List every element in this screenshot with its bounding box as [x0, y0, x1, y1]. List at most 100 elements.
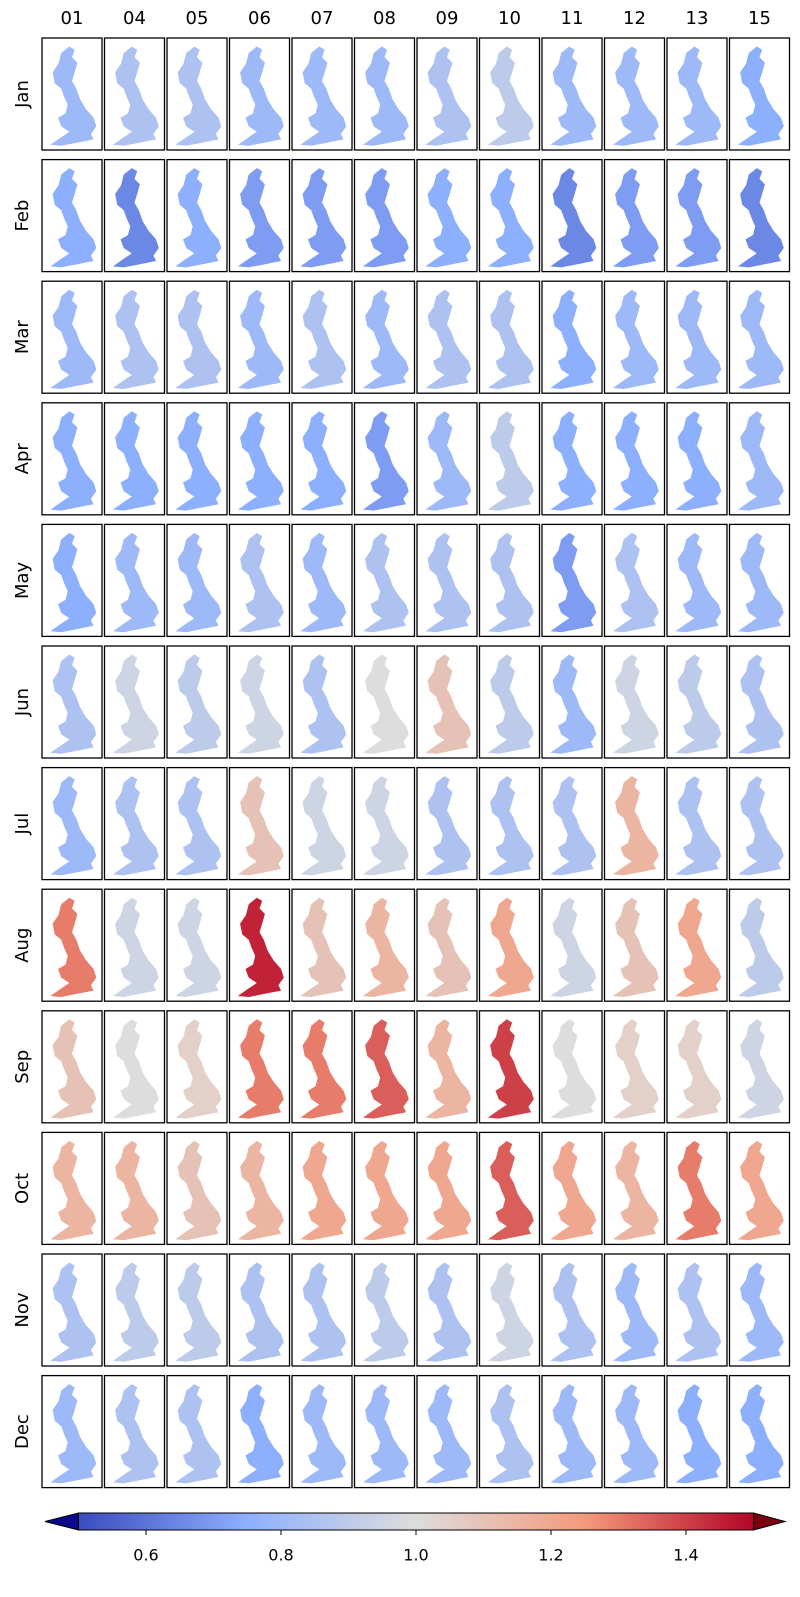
region-map	[362, 1262, 409, 1362]
region-map	[737, 1019, 784, 1119]
row-label: Aug	[12, 928, 33, 963]
region-map	[737, 1262, 784, 1362]
region-map	[175, 46, 222, 146]
region-map	[612, 1019, 659, 1119]
region-map	[175, 1140, 222, 1241]
region-map	[112, 1019, 159, 1119]
region-map	[737, 897, 784, 997]
row-label: Jan	[12, 80, 33, 109]
column-label: 11	[561, 8, 584, 29]
region-map	[487, 532, 534, 633]
colorbar-tick-label: 0.6	[133, 1546, 158, 1565]
region-map	[550, 1384, 597, 1484]
region-map	[612, 776, 659, 876]
region-map	[362, 776, 409, 876]
region-map	[737, 1384, 784, 1484]
region-map	[425, 289, 472, 389]
region-map	[300, 1140, 347, 1241]
region-map	[237, 1262, 284, 1362]
region-map	[362, 411, 409, 511]
region-map	[237, 168, 284, 268]
row-label: Mar	[12, 320, 33, 355]
region-map	[50, 1384, 97, 1484]
region-map	[50, 1140, 97, 1241]
region-map	[675, 46, 722, 146]
region-map	[50, 289, 97, 389]
row-label: Feb	[12, 200, 33, 232]
region-map	[612, 289, 659, 389]
region-map	[487, 1140, 534, 1241]
region-map	[612, 168, 659, 268]
region-map	[612, 897, 659, 997]
region-map	[425, 776, 472, 876]
region-map	[550, 168, 597, 268]
region-map	[175, 289, 222, 389]
region-map	[50, 168, 97, 268]
region-map	[487, 411, 534, 511]
column-label: 06	[248, 8, 271, 29]
region-map	[362, 532, 409, 633]
region-map	[300, 411, 347, 511]
region-map	[550, 897, 597, 997]
region-map	[237, 1384, 284, 1484]
region-map	[112, 1384, 159, 1484]
colorbar: 0.6 0.8 1.0 1.2 1.4	[44, 1512, 787, 1565]
region-map	[612, 1262, 659, 1362]
region-map	[50, 411, 97, 511]
region-map	[112, 168, 159, 268]
row-label: Apr	[12, 443, 33, 475]
region-map	[300, 1019, 347, 1119]
region-map	[425, 46, 472, 146]
region-map	[737, 289, 784, 389]
region-map	[50, 897, 97, 997]
column-label: 09	[436, 8, 459, 29]
region-map	[612, 1384, 659, 1484]
region-map	[425, 897, 472, 997]
column-label: 15	[748, 8, 771, 29]
region-map	[550, 1262, 597, 1362]
region-map	[675, 532, 722, 633]
region-map	[50, 46, 97, 146]
region-map	[737, 168, 784, 268]
region-map	[675, 776, 722, 876]
region-map	[737, 532, 784, 633]
region-map	[175, 654, 222, 754]
region-map	[362, 1019, 409, 1119]
region-map	[237, 1140, 284, 1241]
region-map	[550, 411, 597, 511]
region-map	[50, 776, 97, 876]
region-map	[612, 46, 659, 146]
colorbar-tick-label: 1.4	[673, 1546, 698, 1565]
region-map	[550, 46, 597, 146]
region-map	[550, 532, 597, 633]
region-map	[425, 654, 472, 754]
colorbar-tick-label: 1.0	[403, 1546, 428, 1565]
region-map	[425, 1384, 472, 1484]
column-label: 07	[311, 8, 334, 29]
region-map	[50, 1019, 97, 1119]
region-map	[425, 168, 472, 268]
row-label: Sep	[12, 1050, 33, 1084]
region-map	[675, 654, 722, 754]
region-map	[612, 1140, 659, 1241]
region-map	[675, 1384, 722, 1484]
region-map	[300, 168, 347, 268]
region-map	[612, 411, 659, 511]
region-map	[425, 1262, 472, 1362]
region-map	[300, 46, 347, 146]
region-map	[175, 168, 222, 268]
region-map	[675, 411, 722, 511]
region-map	[300, 654, 347, 754]
region-map	[362, 654, 409, 754]
column-label: 13	[686, 8, 709, 29]
region-map	[550, 654, 597, 754]
region-map	[362, 289, 409, 389]
region-map	[425, 1140, 472, 1241]
region-map	[550, 289, 597, 389]
region-map	[425, 1019, 472, 1119]
region-map	[612, 654, 659, 754]
region-map	[550, 1019, 597, 1119]
region-map	[675, 289, 722, 389]
region-map	[175, 1019, 222, 1119]
